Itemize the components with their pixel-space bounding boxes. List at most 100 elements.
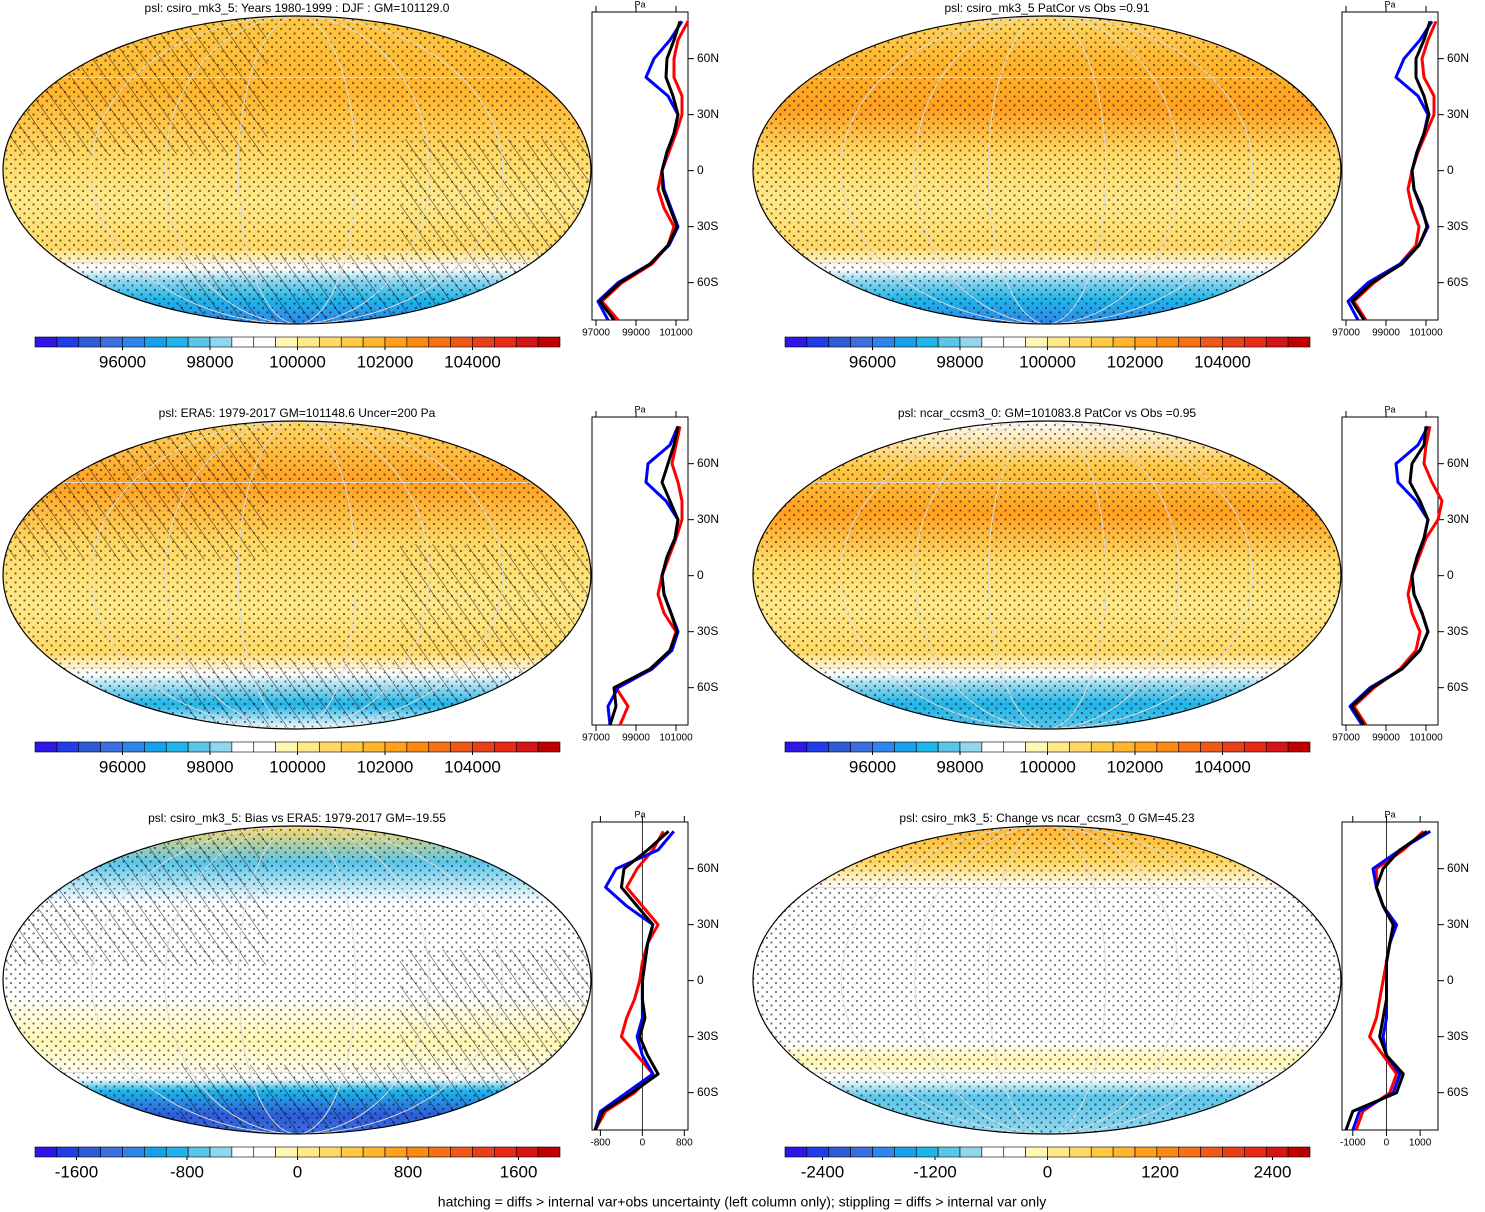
colorbar-box — [1244, 741, 1267, 753]
y-tick-label: 60N — [1447, 456, 1469, 470]
map-body — [3, 16, 591, 324]
colorbar-box — [1265, 1146, 1289, 1158]
colorbar-box — [1025, 741, 1048, 753]
y-tick-label: 60N — [1447, 51, 1469, 65]
meridian — [987, 826, 1107, 1134]
profile-frame — [1341, 416, 1439, 726]
meridian — [237, 826, 357, 1134]
colorbar-box — [1047, 741, 1070, 753]
colorbar-box — [981, 336, 1005, 348]
y-tick-label: 30N — [1447, 917, 1469, 931]
colorbar-tick-label: 102000 — [357, 352, 414, 371]
colorbar-tick-label: 100000 — [269, 352, 326, 371]
colorbar-tick-label: 800 — [394, 1162, 422, 1181]
x-axis-label: Pa — [634, 404, 645, 414]
colorbar-box — [472, 336, 495, 348]
colorbar-box — [1222, 336, 1245, 348]
colorbar-box — [144, 336, 167, 348]
colorbar-tick-label: 96000 — [99, 352, 146, 371]
colorbar-box — [275, 1146, 298, 1158]
colorbar-box — [1178, 1146, 1201, 1158]
colorbar-box — [537, 1146, 561, 1158]
colorbar-box — [100, 1146, 123, 1158]
colorbar-box — [297, 336, 320, 348]
colorbar-box — [209, 1146, 233, 1158]
y-tick-label: 30S — [1447, 219, 1468, 233]
map-body — [753, 16, 1341, 324]
colorbar-box — [1069, 1146, 1092, 1158]
colorbar-box — [384, 336, 408, 348]
colorbar-tick-label: 102000 — [1107, 757, 1164, 776]
colorbar-box — [384, 741, 408, 753]
colorbar-box — [450, 336, 473, 348]
x-tick-label: 97000 — [582, 328, 610, 339]
x-axis-label: Pa — [634, 809, 645, 819]
colorbar-box — [253, 336, 276, 348]
profile-line — [1350, 20, 1432, 321]
profile-line — [1344, 830, 1428, 1131]
colorbar-box — [187, 1146, 211, 1158]
colorbar-box — [1222, 1146, 1245, 1158]
colorbar-box — [894, 741, 917, 753]
colorbar-box — [981, 741, 1005, 753]
colorbar-box — [537, 741, 561, 753]
colorbar-tick-label: 102000 — [357, 757, 414, 776]
meridian — [840, 826, 1254, 1134]
y-tick-label: 60N — [1447, 861, 1469, 875]
profile-frame — [591, 11, 689, 321]
meridian — [914, 826, 1180, 1134]
colorbar-box — [1134, 336, 1158, 348]
x-tick-label: 97000 — [1332, 733, 1360, 744]
map-body — [3, 421, 591, 729]
meridian — [237, 16, 357, 324]
colorbar-box — [850, 1146, 873, 1158]
x-tick-label: 101000 — [1409, 328, 1443, 339]
colorbar-box — [872, 336, 895, 348]
colorbar-box — [828, 336, 851, 348]
colorbar-box — [144, 741, 167, 753]
map-body — [3, 826, 591, 1134]
hatching — [399, 139, 591, 255]
profile-line — [593, 830, 665, 1131]
meridian — [840, 16, 1254, 324]
meridian — [164, 826, 430, 1134]
profile-line — [1352, 20, 1438, 321]
colorbar-box — [872, 741, 895, 753]
colorbar-tick-label: 98000 — [936, 757, 983, 776]
x-tick-label: 99000 — [1372, 733, 1400, 744]
map-body — [753, 421, 1341, 729]
colorbar-box — [1112, 1146, 1136, 1158]
colorbar-box — [34, 336, 58, 348]
x-axis-label: Pa — [634, 0, 645, 9]
colorbar-box — [828, 741, 851, 753]
stippling — [753, 826, 1341, 1134]
colorbar-box — [850, 741, 873, 753]
colorbar-tick-label: 104000 — [1194, 757, 1251, 776]
colorbar-box — [828, 1146, 851, 1158]
colorbar-box — [297, 1146, 320, 1158]
colorbar-box — [1156, 1146, 1180, 1158]
profile-line — [1348, 425, 1430, 726]
y-tick-label: 0 — [1447, 568, 1454, 582]
map-border — [2, 825, 592, 1135]
colorbar-box — [122, 336, 145, 348]
colorbar-box — [784, 741, 808, 753]
colorbar-tick-label: -1200 — [913, 1162, 956, 1181]
colorbar-tick-label: 100000 — [1019, 757, 1076, 776]
colorbar-box — [806, 741, 830, 753]
colorbar-box — [319, 336, 342, 348]
stippling — [753, 16, 1341, 324]
colorbar-box — [319, 741, 342, 753]
colorbar-box — [165, 336, 189, 348]
colorbar-box — [122, 1146, 145, 1158]
colorbar-box — [1244, 336, 1267, 348]
y-tick-label: 60S — [697, 680, 718, 694]
colorbar-box — [78, 741, 101, 753]
y-tick-label: 60S — [697, 1085, 718, 1099]
colorbar-box — [56, 1146, 80, 1158]
map-title: psl: ncar_ccsm3_0: GM=101083.8 PatCor vs… — [898, 406, 1196, 420]
profile-frame — [1341, 821, 1439, 1131]
colorbar-box — [494, 336, 517, 348]
y-tick-label: 30N — [1447, 107, 1469, 121]
